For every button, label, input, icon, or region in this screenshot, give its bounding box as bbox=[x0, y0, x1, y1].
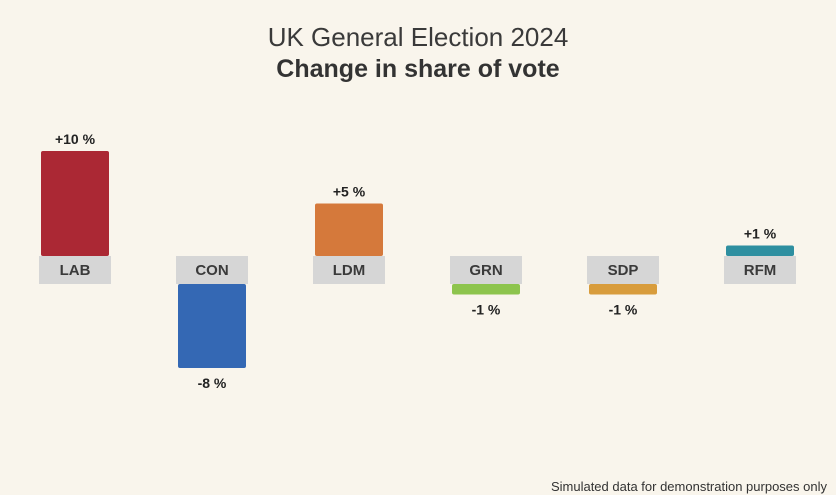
category-label-bg-con bbox=[176, 256, 248, 284]
value-label-rfm: +1 % bbox=[744, 226, 777, 242]
bar-grn bbox=[452, 284, 520, 295]
footnote: Simulated data for demonstration purpose… bbox=[550, 479, 827, 494]
category-label-con: CON bbox=[195, 262, 228, 279]
category-label-bg-lab bbox=[39, 256, 111, 284]
bar-con bbox=[178, 284, 246, 368]
category-label-rfm: RFM bbox=[744, 262, 777, 279]
category-label-lab: LAB bbox=[60, 262, 91, 279]
value-label-ldm: +5 % bbox=[333, 184, 366, 200]
bar-ldm bbox=[315, 203, 383, 256]
value-label-lab: +10 % bbox=[55, 131, 96, 147]
bar-rfm bbox=[726, 245, 794, 256]
category-label-ldm: LDM bbox=[333, 262, 366, 279]
chart-subtitle: Change in share of vote bbox=[276, 55, 560, 83]
category-label-grn: GRN bbox=[469, 262, 502, 279]
value-label-con: -8 % bbox=[198, 375, 227, 391]
bar-sdp bbox=[589, 284, 657, 295]
chart-title: UK General Election 2024 bbox=[267, 22, 569, 52]
category-label-bg-ldm bbox=[313, 256, 385, 284]
bar-lab bbox=[41, 151, 109, 256]
category-label-bg-grn bbox=[450, 256, 522, 284]
category-label-bg-rfm bbox=[724, 256, 796, 284]
value-label-grn: -1 % bbox=[472, 302, 501, 318]
category-label-bg-sdp bbox=[587, 256, 659, 284]
category-label-sdp: SDP bbox=[608, 262, 639, 279]
value-label-sdp: -1 % bbox=[609, 302, 638, 318]
